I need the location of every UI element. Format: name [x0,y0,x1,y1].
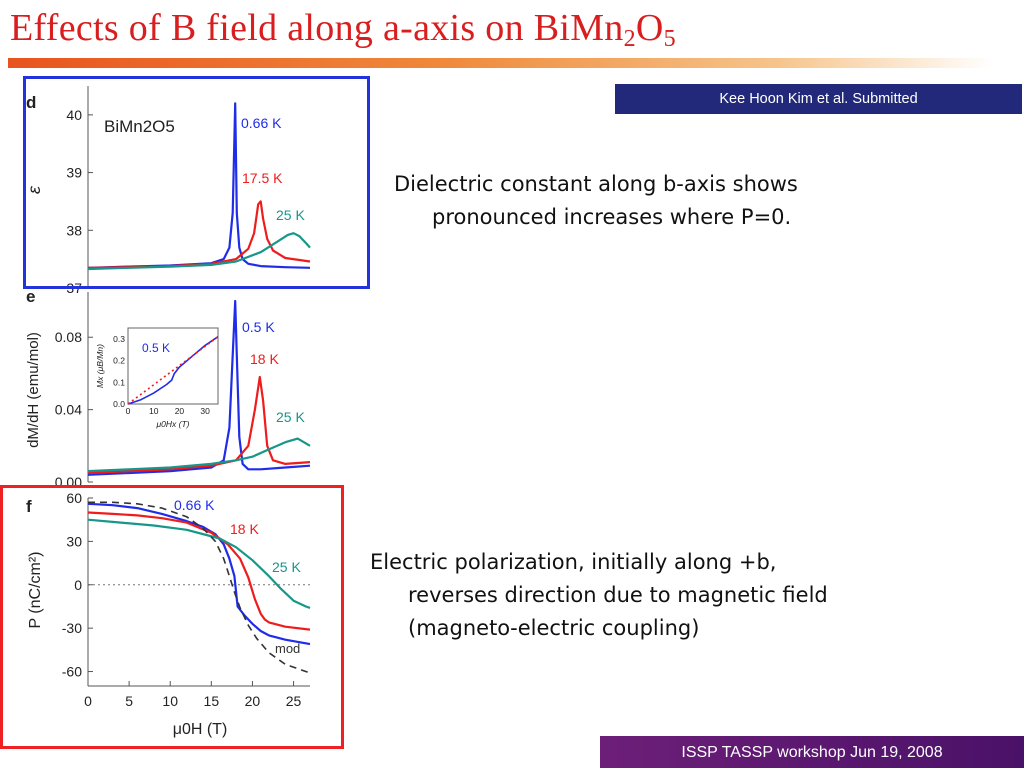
highlight-box-polarization [0,485,344,749]
y-axis-label-d: ε [24,185,44,194]
series-line-25-K [87,232,311,271]
inset-series-extrapolation [127,336,219,405]
y-axis-label-f: P (nC/cm²) [27,551,44,628]
panel-label-f: f [26,497,32,516]
panel-label-e: e [26,287,35,306]
inset-series-measured [127,336,219,405]
polarization-note-line: reverses direction due to magnetic field [408,583,828,607]
inset-y-tick-label: 0.1 [113,377,125,387]
series-line-18-K [87,511,311,631]
legend-label-e: 25 K [276,409,305,425]
legend-label-f: 18 K [230,521,259,537]
y-tick-label-d: 40 [66,107,82,123]
series-line-model [88,501,311,674]
y-tick-label-e: 0.08 [55,329,82,345]
dielectric-note-line: Dielectric constant along b‑axis shows [394,172,798,196]
x-tick-label-f: 0 [84,693,92,709]
inset-x-tick-label: 20 [175,406,185,416]
footer-badge: ISSP TASSP workshop Jun 19, 2008 [600,736,1024,768]
x-tick-label-f: 15 [204,693,220,709]
inset-x-tick-label: 0 [126,406,131,416]
legend-label-d: 25 K [276,207,305,223]
reference-badge: Kee Hoon Kim et al. Submitted [615,84,1022,114]
legend-label-d: 17.5 K [242,170,283,186]
y-tick-label-d: 38 [66,222,82,238]
polarization-note: Electric polarization, initially along +… [370,546,828,645]
y-tick-label-f: -60 [62,664,82,680]
x-tick-label-f: 20 [245,693,261,709]
legend-label-f: 25 K [272,559,301,575]
legend-label-f: 0.66 K [174,497,215,513]
slide-title: Effects of B field along a‑axis on BiMn2… [10,7,676,52]
x-tick-label-f: 10 [162,693,178,709]
inset-y-tick-label: 0.0 [113,399,125,409]
inset-y-tick-label: 0.3 [113,334,125,344]
title-underline [8,58,993,68]
legend-label-e: 18 K [250,351,279,367]
inset-x-tick-label: 30 [200,406,210,416]
panel-label-d: d [26,93,36,112]
inset-x-axis-label: μ0Hx (T) [156,419,190,429]
y-tick-label-f: 30 [66,533,82,549]
series-line-0-66-K [87,502,311,646]
dielectric-note-line: pronounced increases where P=0. [432,205,792,229]
y-axis-label-e: dM/dH (emu/mol) [25,332,42,448]
dielectric-note: Dielectric constant along b‑axis shows p… [394,168,798,234]
highlight-box-dielectric [23,76,370,289]
x-tick-label-f: 5 [125,693,133,709]
inset-y-axis-label: Mx (μB/Mn) [95,344,105,388]
series-line-25-K [87,518,311,609]
y-tick-label-d: 39 [66,165,82,181]
inset-frame [127,327,219,405]
polarization-note-line: Electric polarization, initially along +… [370,550,777,574]
y-tick-label-f: 60 [66,490,82,506]
legend-label-d: 0.66 K [241,115,282,131]
y-tick-label-f: 0 [74,577,82,593]
chart-annotation-f: mod [275,641,300,656]
series-line-18-K [87,375,311,475]
inset-y-tick-label: 0.2 [113,356,125,366]
y-tick-label-e: 0.04 [55,402,82,418]
inset-x-tick-label: 10 [149,406,159,416]
y-tick-label-f: -30 [62,620,82,636]
legend-label-e: 0.5 K [242,319,275,335]
polarization-note-line: (magneto‑electric coupling) [408,616,700,640]
x-axis-label-f: μ0H (T) [173,721,228,738]
chart-annotation-d: BiMn2O5 [104,117,175,136]
inset-label: 0.5 K [142,341,170,355]
x-tick-label-f: 25 [286,693,302,709]
series-line-25-K [87,437,311,473]
series-line-0-5-K [87,299,311,476]
